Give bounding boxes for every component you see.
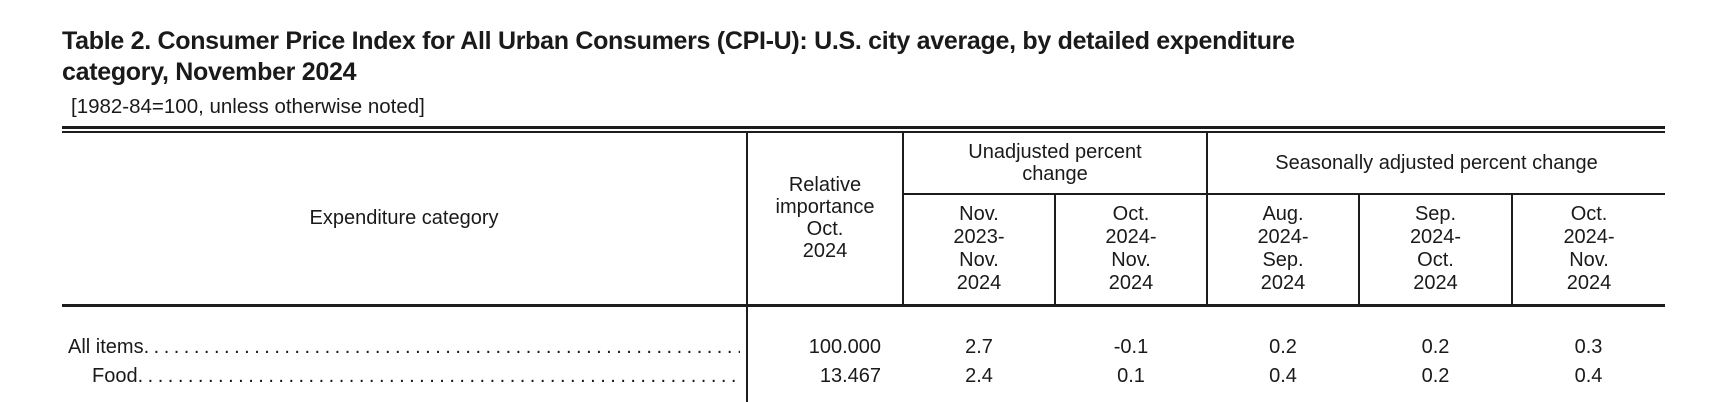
col-header-unadj-nov2023-nov2024: Nov. 2023- Nov. 2024 bbox=[903, 194, 1056, 307]
cell-pct-sa-aug-sep: 0.4 bbox=[1269, 365, 1297, 387]
col-group-seasonally-adjusted-percent-change: Seasonally adjusted percent change bbox=[1207, 132, 1666, 195]
cell-pct-sa-oct-nov: 0.3 bbox=[1574, 336, 1603, 358]
table-body: All items 100.000 2.7 -0.1 0.2 0.2 0.3 bbox=[62, 305, 1665, 402]
col-header-sa-aug2024-sep2024: Aug. 2024- Sep. 2024 bbox=[1207, 194, 1361, 307]
cell-pct-unadj-12mo: 2.7 bbox=[965, 336, 993, 358]
row-all-items: All items 100.000 2.7 -0.1 0.2 0.2 0.3 bbox=[62, 305, 1665, 360]
cell-pct-sa-oct-nov: 0.4 bbox=[1574, 365, 1603, 387]
col-header-expenditure-category: Expenditure category bbox=[62, 132, 748, 307]
table-header: Expenditure category Relative importance… bbox=[62, 132, 1666, 307]
col-header-unadj-oct2024-nov2024: Oct. 2024- Nov. 2024 bbox=[1055, 194, 1209, 307]
cell-pct-unadj-12mo: 2.4 bbox=[965, 365, 993, 387]
cell-pct-sa-aug-sep: 0.2 bbox=[1269, 336, 1297, 358]
cell-category: All items bbox=[62, 305, 748, 360]
cpi-table: Expenditure category Relative importance… bbox=[62, 131, 1666, 402]
col-group-unadjusted-percent-change: Unadjusted percent change bbox=[903, 132, 1209, 195]
dot-leaders bbox=[138, 363, 740, 389]
cell-category: Food bbox=[62, 360, 748, 402]
col-header-sa-sep2024-oct2024: Sep. 2024- Oct. 2024 bbox=[1359, 194, 1514, 307]
cell-pct-sa-sep-oct: 0.2 bbox=[1421, 336, 1450, 358]
row-food: Food 13.467 2.4 0.1 0.4 0.2 0.4 bbox=[62, 360, 1665, 402]
cell-pct-unadj-1mo: -0.1 bbox=[1113, 336, 1149, 358]
cell-relative-importance: 13.467 bbox=[819, 365, 881, 387]
cell-pct-sa-sep-oct: 0.2 bbox=[1421, 365, 1450, 387]
table-note: [1982-84=100, unless otherwise noted] bbox=[71, 95, 425, 118]
dot-leaders bbox=[144, 334, 740, 360]
cell-relative-importance: 100.000 bbox=[808, 336, 881, 358]
category-label: Food bbox=[92, 365, 138, 387]
col-header-relative-importance: Relative importance Oct. 2024 bbox=[747, 132, 904, 307]
table-title: Table 2. Consumer Price Index for All Ur… bbox=[62, 27, 1295, 86]
header-group-row: Expenditure category Relative importance… bbox=[62, 132, 1666, 307]
top-double-rule: Expenditure category Relative importance… bbox=[62, 126, 1666, 402]
col-header-sa-oct2024-nov2024: Oct. 2024- Nov. 2024 bbox=[1512, 194, 1666, 307]
header-period-row: Nov. 2023- Nov. 2024 Oct. 2024- Nov. 202… bbox=[62, 194, 1666, 307]
cell-pct-unadj-1mo: 0.1 bbox=[1117, 365, 1145, 387]
category-label: All items bbox=[68, 336, 144, 358]
